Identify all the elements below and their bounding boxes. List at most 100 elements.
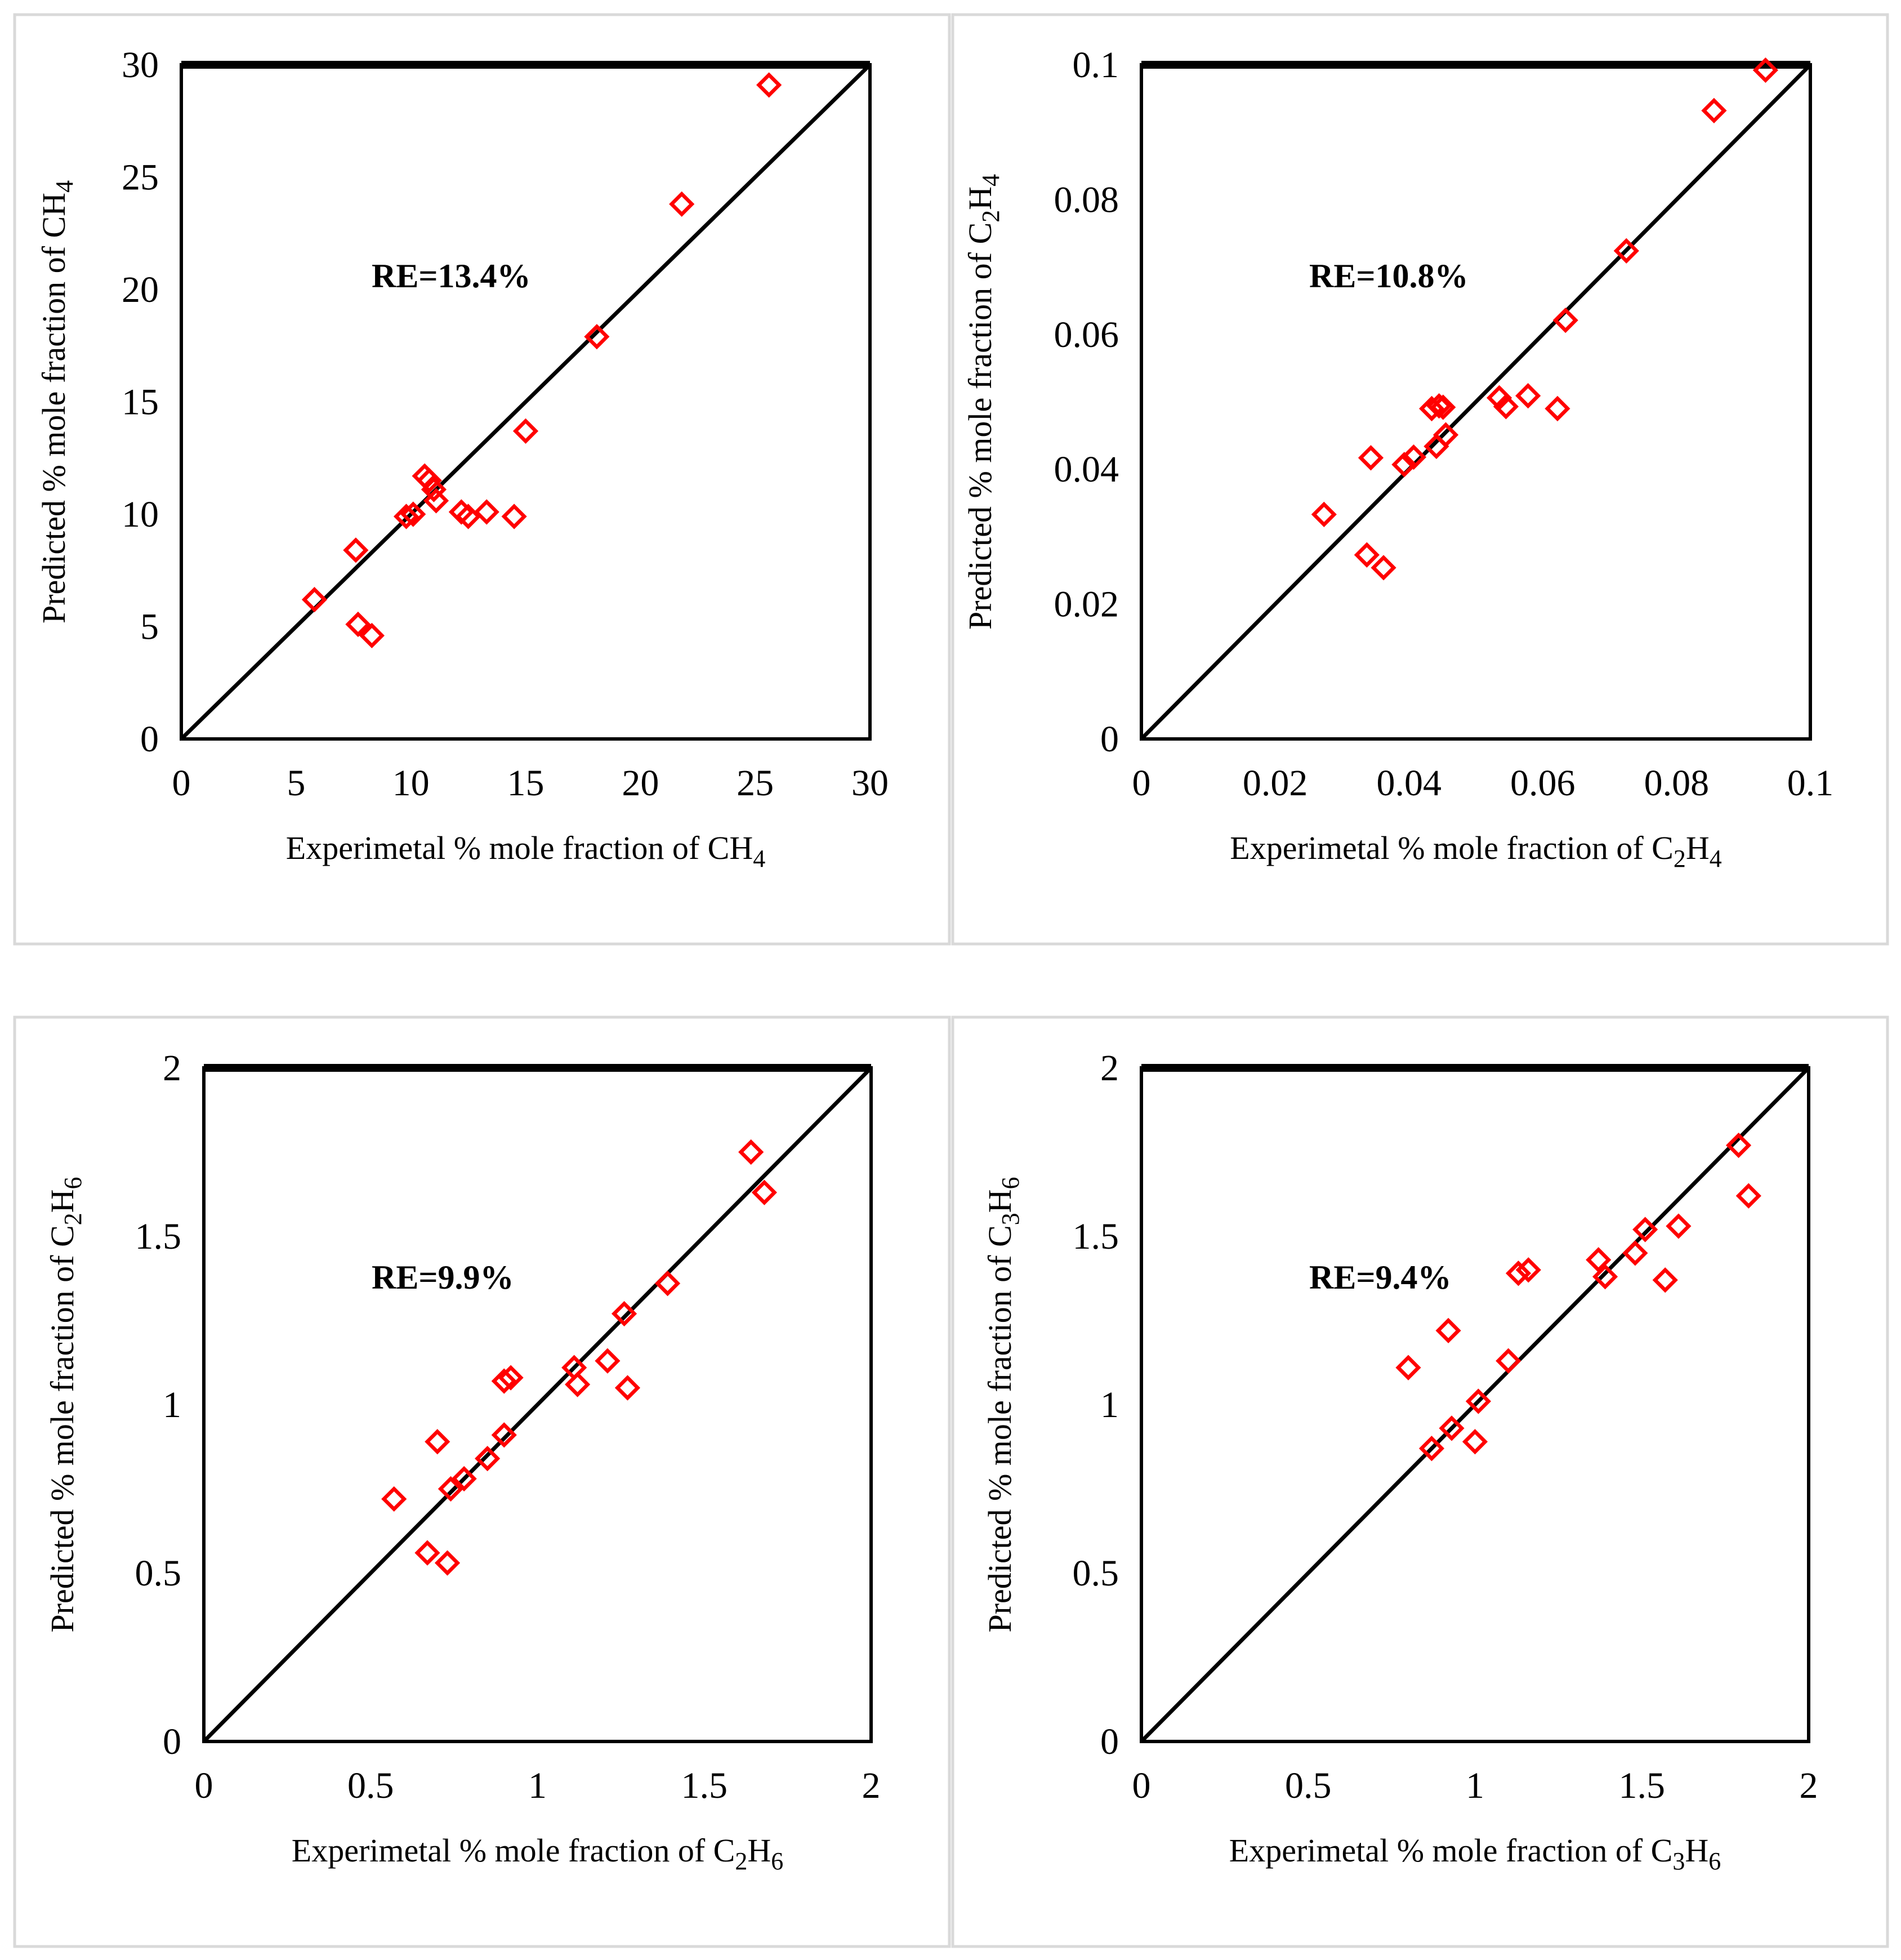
y-axis-label-subscript: 3 — [997, 1213, 1024, 1225]
data-point — [1418, 395, 1445, 422]
re-annotation: RE=9.9% — [372, 1259, 514, 1296]
data-point — [498, 1365, 524, 1391]
data-point — [1493, 394, 1519, 420]
y-axis-label-prefix: Predicted % mole fraction of — [962, 244, 998, 630]
data-point — [1358, 445, 1384, 471]
x-tick-label: 0.08 — [1644, 763, 1710, 804]
data-point — [474, 499, 499, 525]
x-tick-label: 15 — [507, 763, 545, 804]
data-point — [1666, 1213, 1692, 1239]
x-tick-label: 30 — [851, 763, 889, 804]
re-annotation: RE=13.4% — [372, 257, 531, 295]
x-axis-label-formula-part: C — [1651, 1832, 1673, 1869]
data-point — [611, 1300, 637, 1327]
data-point — [595, 1348, 621, 1374]
parity-line — [1140, 63, 1812, 741]
x-axis-label-subscript: 3 — [1672, 1847, 1685, 1875]
data-point — [565, 1371, 591, 1397]
data-point — [1391, 452, 1417, 478]
x-axis-label-prefix: Experimetal % mole fraction of — [1229, 1832, 1651, 1869]
y-tick-label: 20 — [122, 269, 159, 310]
x-tick-label: 0.5 — [1285, 1765, 1332, 1806]
y-tick-label: 0.04 — [1054, 449, 1119, 490]
x-axis-label: Experimetal % mole fraction of C3H6 — [1229, 1832, 1721, 1875]
data-point — [751, 1179, 777, 1205]
y-tick-label: 0.06 — [1054, 314, 1119, 355]
data-point — [1465, 1388, 1492, 1414]
data-point — [1400, 444, 1427, 470]
data-point — [1430, 394, 1456, 420]
x-axis-label-subscript: 4 — [1710, 845, 1722, 872]
data-point — [301, 587, 328, 613]
data-point — [345, 611, 371, 638]
y-tick-label: 15 — [122, 382, 159, 423]
x-tick-label: 0 — [172, 763, 191, 804]
data-point — [1613, 238, 1639, 264]
y-axis-label-formula-part: C — [44, 1225, 81, 1247]
data-point — [1439, 1415, 1465, 1441]
parity-line — [202, 1066, 873, 1743]
chart-panel-c2h4: 0 0.02 0.04 0.06 0.08 0.1 0 0.02 0.04 0.06 0.08 0.1… — [951, 13, 1889, 946]
y-axis-label-subscript: 6 — [59, 1177, 87, 1189]
re-annotation: RE=9.4% — [1309, 1259, 1452, 1296]
y-axis-label-formula-part: C — [962, 222, 998, 244]
x-tick-label: 10 — [392, 763, 430, 804]
data-point — [1592, 1264, 1618, 1290]
data-point — [1632, 1217, 1658, 1242]
x-axis-label: Experimetal % mole fraction of CH4 — [286, 830, 765, 872]
y-axis-label: Predicted % mole fraction of C3H6 — [981, 1177, 1024, 1632]
data-point — [425, 1429, 450, 1455]
data-point — [1652, 1267, 1678, 1293]
x-tick-label: 0.02 — [1243, 763, 1308, 804]
y-tick-label: 1 — [163, 1384, 181, 1426]
y-axis-label: Predicted % mole fraction of CH4 — [35, 180, 78, 623]
x-tick-label: 2 — [1800, 1765, 1818, 1806]
y-axis-label-prefix: Predicted % mole fraction of — [35, 238, 72, 623]
x-tick-label: 5 — [287, 763, 305, 804]
data-point — [1311, 501, 1337, 527]
x-tick-label: 0.5 — [347, 1765, 394, 1806]
parity-line — [180, 63, 872, 741]
data-point — [438, 1476, 464, 1502]
x-axis-label-subscript: 6 — [1708, 1847, 1721, 1875]
y-axis-label: Predicted % mole fraction of C2H6 — [44, 1177, 87, 1632]
y-axis-label-prefix: Predicted % mole fraction of — [44, 1247, 81, 1632]
data-point — [1426, 393, 1452, 419]
y-axis-label-subscript: 4 — [51, 180, 78, 193]
x-axis-label-formula-part: C — [713, 1832, 735, 1869]
chart-panel-c3h6: 0 0.5 1 1.5 2 0 0.5 1 1.5 2 Experimetal % mole fra… — [951, 1015, 1889, 1948]
y-axis-label-formula-part: CH — [35, 193, 72, 238]
y-tick-label: 0 — [1100, 1721, 1119, 1762]
y-axis-label-formula-part: H — [44, 1189, 81, 1213]
data-point — [400, 501, 426, 527]
y-tick-label: 0 — [140, 719, 159, 760]
y-axis-label-subscript: 4 — [977, 174, 1005, 186]
data-point — [1435, 1317, 1461, 1344]
y-tick-label: 0.1 — [1073, 44, 1119, 86]
x-axis-label-subscript: 4 — [753, 845, 765, 872]
x-tick-label: 1 — [528, 1765, 547, 1806]
x-tick-label: 25 — [737, 763, 774, 804]
data-point — [393, 504, 420, 529]
x-tick-label: 0.1 — [1787, 763, 1834, 804]
data-point — [1752, 57, 1779, 83]
x-axis-label: Experimetal % mole fraction of C2H4 — [1230, 830, 1721, 872]
x-tick-label: 2 — [862, 1765, 881, 1806]
data-point — [414, 1540, 440, 1566]
y-tick-label: 1.5 — [1073, 1216, 1119, 1257]
data-point — [475, 1446, 501, 1472]
y-axis-label-formula-part: H — [981, 1189, 1018, 1213]
data-point — [491, 1368, 517, 1394]
data-point — [501, 504, 527, 529]
data-point — [423, 488, 449, 514]
x-axis-label: Experimetal % mole fraction of C2H6 — [292, 1832, 783, 1875]
y-tick-label: 1.5 — [135, 1216, 182, 1257]
data-point — [421, 476, 447, 502]
y-axis-label-formula-part: C — [981, 1225, 1018, 1247]
x-tick-label: 1.5 — [681, 1765, 728, 1806]
x-tick-label: 1 — [1466, 1765, 1484, 1806]
data-point — [1552, 308, 1578, 333]
y-tick-label: 1 — [1100, 1384, 1119, 1426]
data-point — [381, 1486, 407, 1512]
